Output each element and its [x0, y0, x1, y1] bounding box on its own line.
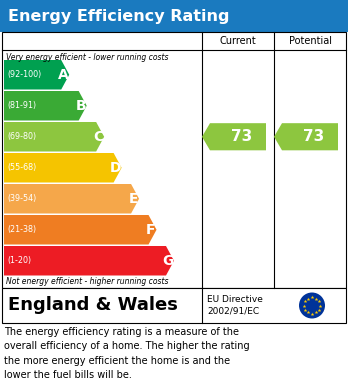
Text: Potential: Potential — [288, 36, 332, 46]
Bar — [0, 0, 348, 32]
Text: Energy Efficiency Rating: Energy Efficiency Rating — [8, 9, 229, 23]
Polygon shape — [4, 153, 121, 183]
Text: Current: Current — [220, 36, 256, 46]
Polygon shape — [4, 60, 69, 90]
Text: 73: 73 — [231, 129, 253, 144]
Text: (39-54): (39-54) — [7, 194, 36, 203]
Text: (69-80): (69-80) — [7, 132, 36, 141]
Text: E: E — [128, 192, 138, 206]
Text: England & Wales: England & Wales — [8, 296, 178, 314]
Text: (92-100): (92-100) — [7, 70, 41, 79]
Text: (55-68): (55-68) — [7, 163, 36, 172]
Circle shape — [299, 292, 325, 319]
Text: B: B — [76, 99, 86, 113]
Bar — [2, 32, 346, 288]
Bar — [2, 288, 346, 323]
Text: A: A — [58, 68, 69, 82]
Text: EU Directive
2002/91/EC: EU Directive 2002/91/EC — [207, 295, 263, 316]
Text: D: D — [110, 161, 121, 175]
Polygon shape — [4, 91, 87, 120]
Text: (1-20): (1-20) — [7, 256, 31, 265]
Text: (81-91): (81-91) — [7, 101, 36, 110]
Text: The energy efficiency rating is a measure of the
overall efficiency of a home. T: The energy efficiency rating is a measur… — [4, 327, 250, 380]
Polygon shape — [4, 246, 174, 276]
Text: F: F — [146, 223, 155, 237]
Polygon shape — [274, 123, 338, 150]
Text: (21-38): (21-38) — [7, 225, 36, 234]
Text: Very energy efficient - lower running costs: Very energy efficient - lower running co… — [6, 52, 168, 61]
Text: Not energy efficient - higher running costs: Not energy efficient - higher running co… — [6, 276, 168, 285]
Text: C: C — [93, 130, 103, 144]
Text: 73: 73 — [303, 129, 325, 144]
Text: G: G — [162, 254, 174, 268]
Polygon shape — [202, 123, 266, 150]
Polygon shape — [4, 184, 139, 213]
Polygon shape — [4, 215, 157, 244]
Polygon shape — [4, 122, 104, 151]
